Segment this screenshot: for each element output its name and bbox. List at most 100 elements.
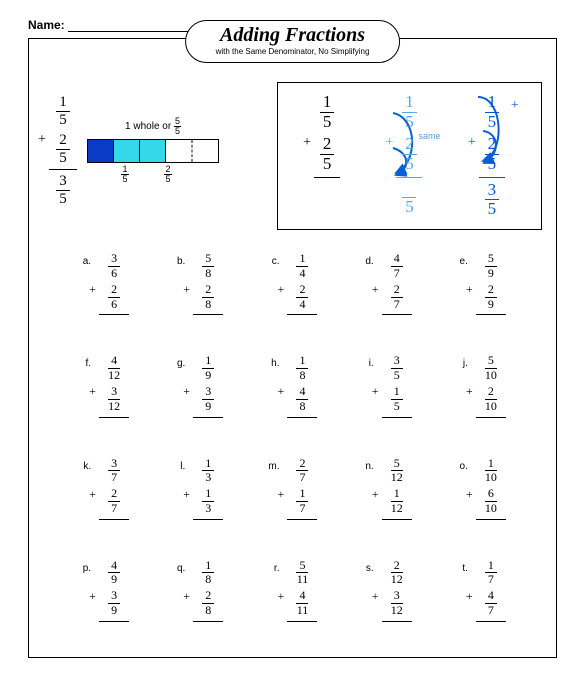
same-label: same <box>418 131 440 141</box>
frac: 1 5 <box>320 93 335 131</box>
bar-cell <box>140 140 166 162</box>
frac-b: 24 <box>296 283 308 312</box>
plus-icon: + <box>183 384 190 399</box>
plus-icon: + <box>89 589 96 604</box>
frac-b: 13 <box>202 487 214 516</box>
answer-line[interactable] <box>287 519 317 533</box>
problem: k.37+27 <box>59 457 149 533</box>
problem-stack: 110+610 <box>476 457 506 533</box>
problem-letter: p. <box>79 559 91 574</box>
frac-a: 58 <box>202 252 214 281</box>
frac-a: 511 <box>294 559 312 588</box>
sum-line <box>479 177 505 178</box>
plus-icon: + <box>38 132 46 148</box>
frac-b: 17 <box>296 487 308 516</box>
title-pill: Adding Fractions with the Same Denominat… <box>185 20 401 63</box>
problem: l.13+13 <box>153 457 243 533</box>
problem: a.36+26 <box>59 252 149 328</box>
problem: h.18+48 <box>247 354 337 430</box>
plus-icon: + <box>89 384 96 399</box>
problem-letter: t. <box>456 559 468 574</box>
frac-b: 312 <box>388 589 406 618</box>
answer-line[interactable] <box>382 621 412 635</box>
problem-stack: 27+17 <box>287 457 317 533</box>
problem-letter: c. <box>267 252 279 267</box>
answer-line[interactable] <box>99 519 129 533</box>
answer-line[interactable] <box>193 417 223 431</box>
problem: p.49+39 <box>59 559 149 635</box>
page-subtitle: with the Same Denominator, No Simplifyin… <box>216 47 370 56</box>
plus-icon: + <box>466 589 473 604</box>
answer-line[interactable] <box>99 621 129 635</box>
answer-line[interactable] <box>193 519 223 533</box>
bar-under-labels: 1 5 2 5 <box>112 165 194 184</box>
bar-cell <box>166 140 192 162</box>
answer-line[interactable] <box>99 417 129 431</box>
problem: s.212+312 <box>342 559 432 635</box>
problem-letter: f. <box>79 354 91 369</box>
problem: f.412+312 <box>59 354 149 430</box>
plus-icon: + <box>372 384 379 399</box>
frac-result: 3 5 <box>485 181 500 219</box>
answer-line[interactable] <box>193 621 223 635</box>
problem-stack: 47+27 <box>382 252 412 328</box>
problem: c.14+24 <box>247 252 337 328</box>
problem-letter: q. <box>173 559 185 574</box>
answer-line[interactable] <box>99 314 129 328</box>
problem-stack: 19+39 <box>193 354 223 430</box>
answer-line[interactable] <box>382 314 412 328</box>
frac-b: 28 <box>202 283 214 312</box>
problem-stack: 18+48 <box>287 354 317 430</box>
problem-letter: e. <box>456 252 468 267</box>
frac-b: 48 <box>296 385 308 414</box>
frac-a: 512 <box>388 457 406 486</box>
problem-letter: r. <box>267 559 279 574</box>
problem-letter: l. <box>173 457 185 472</box>
problem-letter: d. <box>362 252 374 267</box>
plus-icon: + <box>277 282 284 297</box>
frac-b: 28 <box>202 589 214 618</box>
frac-a: 18 <box>202 559 214 588</box>
answer-line[interactable] <box>382 519 412 533</box>
plus-icon: + <box>303 135 311 151</box>
name-label: Name: <box>28 18 65 32</box>
answer-line[interactable] <box>287 417 317 431</box>
answer-line[interactable] <box>382 417 412 431</box>
problem-stack: 512+112 <box>382 457 412 533</box>
plus-icon: + <box>466 384 473 399</box>
frac-a: 110 <box>482 457 500 486</box>
frac-bottom: 2 5 <box>56 132 70 166</box>
answer-line[interactable] <box>476 519 506 533</box>
sum-line <box>396 177 422 178</box>
ex-col-3: + 1 5 + 2 5 3 5 <box>479 93 505 219</box>
problem-letter: m. <box>267 457 279 472</box>
problem-stack: 36+26 <box>99 252 129 328</box>
problem: o.110+610 <box>436 457 526 533</box>
answer-line[interactable] <box>287 314 317 328</box>
problem: r.511+411 <box>247 559 337 635</box>
problem: i.35+15 <box>342 354 432 430</box>
plus-icon: + <box>511 98 519 114</box>
ex-col-2: same 1 5 + 2 5 5 <box>396 93 422 216</box>
frac-a: 17 <box>485 559 497 588</box>
answer-line[interactable] <box>287 621 317 635</box>
problem-letter: k. <box>79 457 91 472</box>
sum-line <box>314 177 340 178</box>
example-left-stack: 1 5 + 2 5 3 5 <box>49 94 77 207</box>
under-frac-1: 1 5 <box>112 165 138 184</box>
problem: b.58+28 <box>153 252 243 328</box>
frac-b: 27 <box>391 283 403 312</box>
answer-line[interactable] <box>476 417 506 431</box>
frac-b: 47 <box>485 589 497 618</box>
problem-letter: j. <box>456 354 468 369</box>
answer-line[interactable] <box>193 314 223 328</box>
answer-line[interactable] <box>476 621 506 635</box>
answer-line[interactable] <box>476 314 506 328</box>
frac-result: 3 5 <box>56 173 70 207</box>
problem-letter: n. <box>362 457 374 472</box>
frac-b: 112 <box>388 487 406 516</box>
frac: 2 5 <box>402 135 417 173</box>
frac-b: 27 <box>108 487 120 516</box>
plus-icon: + <box>183 589 190 604</box>
frac-b: 29 <box>485 283 497 312</box>
